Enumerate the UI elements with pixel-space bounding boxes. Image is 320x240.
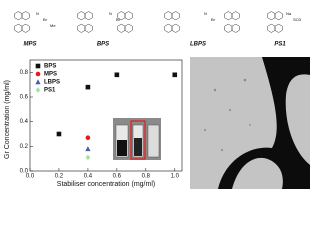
chart: 0.0 0.2 0.4 0.6 0.8 0.0 0.2 0.4 0.6 0.8 1.0 Stabili… (4, 59, 183, 188)
atom-label: Me (50, 23, 56, 28)
structure-label: PS1 (274, 42, 286, 48)
atom-label: Br (211, 17, 216, 22)
inset-photo (113, 118, 161, 160)
x-tick-label: 0.2 (55, 174, 64, 180)
legend-label: BPS (44, 64, 56, 70)
atom-label: N (36, 11, 39, 16)
marker-square (172, 72, 178, 78)
tem-image (190, 57, 310, 189)
marker-triangle (35, 79, 41, 85)
pyrene (267, 11, 283, 33)
y-tick-label: 0.0 (20, 169, 29, 175)
marker-square (35, 63, 41, 69)
legend-label: LBPS (44, 80, 60, 86)
legend-label: MPS (44, 72, 57, 78)
marker-square (85, 84, 91, 90)
legend-label: PS1 (44, 88, 56, 94)
marker-diamond (35, 87, 41, 93)
pyrene (224, 11, 240, 33)
pyrene (164, 11, 180, 33)
y-tick-label: 0.6 (20, 95, 29, 101)
atom-label: Br (43, 17, 48, 22)
pyrene (77, 11, 93, 33)
x-tick-label: 0.8 (142, 174, 151, 180)
x-tick-label: 1.0 (171, 174, 180, 180)
marker-circle (85, 135, 91, 140)
marker-circle (35, 71, 41, 77)
pyrene (117, 11, 133, 33)
y-axis-title: Gr Concentration (mg/ml) (4, 80, 11, 159)
structure-label: LBPS (190, 42, 206, 48)
marker-square (56, 131, 62, 137)
plot-frame (29, 59, 183, 172)
x-tick-label: 0.4 (84, 174, 93, 180)
structure-label: MPS (23, 42, 36, 48)
structure-label: BPS (97, 42, 109, 48)
atom-label: Br (116, 17, 121, 22)
atom-label: N (109, 11, 112, 16)
atom-label: Na (286, 11, 292, 16)
pyrene (14, 11, 30, 33)
atom-label: SO3 (293, 17, 302, 22)
x-axis-title: Stabiliser concentration (mg/ml) (57, 181, 155, 188)
marker-diamond (85, 154, 91, 161)
y-tick-label: 0.4 (20, 119, 29, 125)
y-tick-label: 0.8 (20, 70, 29, 76)
marker-square (114, 72, 120, 78)
atom-label: N (204, 11, 207, 16)
y-tick-label: 0.2 (20, 144, 29, 150)
marker-triangle (85, 146, 91, 152)
x-tick-label: 0.6 (113, 174, 122, 180)
x-tick-label: 0.0 (26, 174, 35, 180)
